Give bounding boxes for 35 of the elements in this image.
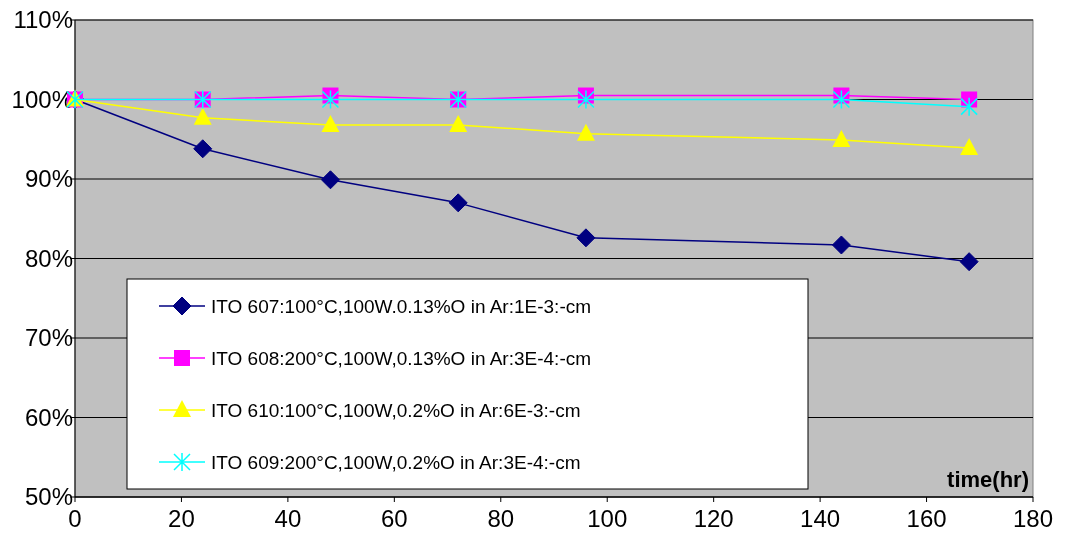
point bbox=[193, 139, 213, 159]
point bbox=[959, 252, 979, 272]
point bbox=[960, 137, 979, 155]
y-tick-label: 70% bbox=[24, 324, 73, 352]
point bbox=[449, 114, 468, 132]
point bbox=[960, 96, 978, 117]
x-axis-title: time(hr) bbox=[947, 467, 1029, 492]
legend-label: ITO 609:200°C,100W,0.2%O in Ar:3E-4:-cm bbox=[211, 451, 581, 473]
legend-label: ITO 607:100°C,100W.0.13%O in Ar:1E-3:-cm bbox=[211, 295, 592, 317]
x-tick-label: 120 bbox=[693, 505, 734, 532]
legend-label: ITO 610:100°C,100W,0.2%O in Ar:6E-3:-cm bbox=[211, 399, 581, 421]
point bbox=[193, 107, 212, 125]
x-tick-label: 180 bbox=[1012, 505, 1054, 532]
point bbox=[576, 228, 596, 248]
x-tick-label: 40 bbox=[274, 505, 302, 532]
x-tick-label: 160 bbox=[906, 505, 947, 532]
legend-label: ITO 608:200°C,100W,0.13%O in Ar:3E-4:-cm bbox=[211, 347, 592, 369]
point bbox=[320, 170, 340, 190]
point bbox=[321, 89, 340, 110]
x-tick-label: 60 bbox=[380, 505, 408, 532]
point bbox=[577, 89, 595, 110]
x-tick-label: 80 bbox=[487, 505, 515, 532]
x-tick-label: 100 bbox=[587, 505, 628, 532]
x-tick-label: 20 bbox=[168, 505, 195, 532]
point bbox=[576, 123, 595, 141]
y-tick-label: 80% bbox=[24, 244, 73, 272]
x-tick-label: 140 bbox=[800, 505, 841, 532]
point bbox=[448, 193, 468, 213]
y-tick-label: 60% bbox=[24, 403, 73, 431]
point bbox=[321, 114, 340, 132]
y-tick-label: 90% bbox=[24, 165, 73, 193]
y-tick-label: 110% bbox=[13, 6, 73, 34]
point bbox=[831, 235, 851, 255]
point bbox=[832, 130, 851, 148]
point bbox=[832, 89, 851, 110]
